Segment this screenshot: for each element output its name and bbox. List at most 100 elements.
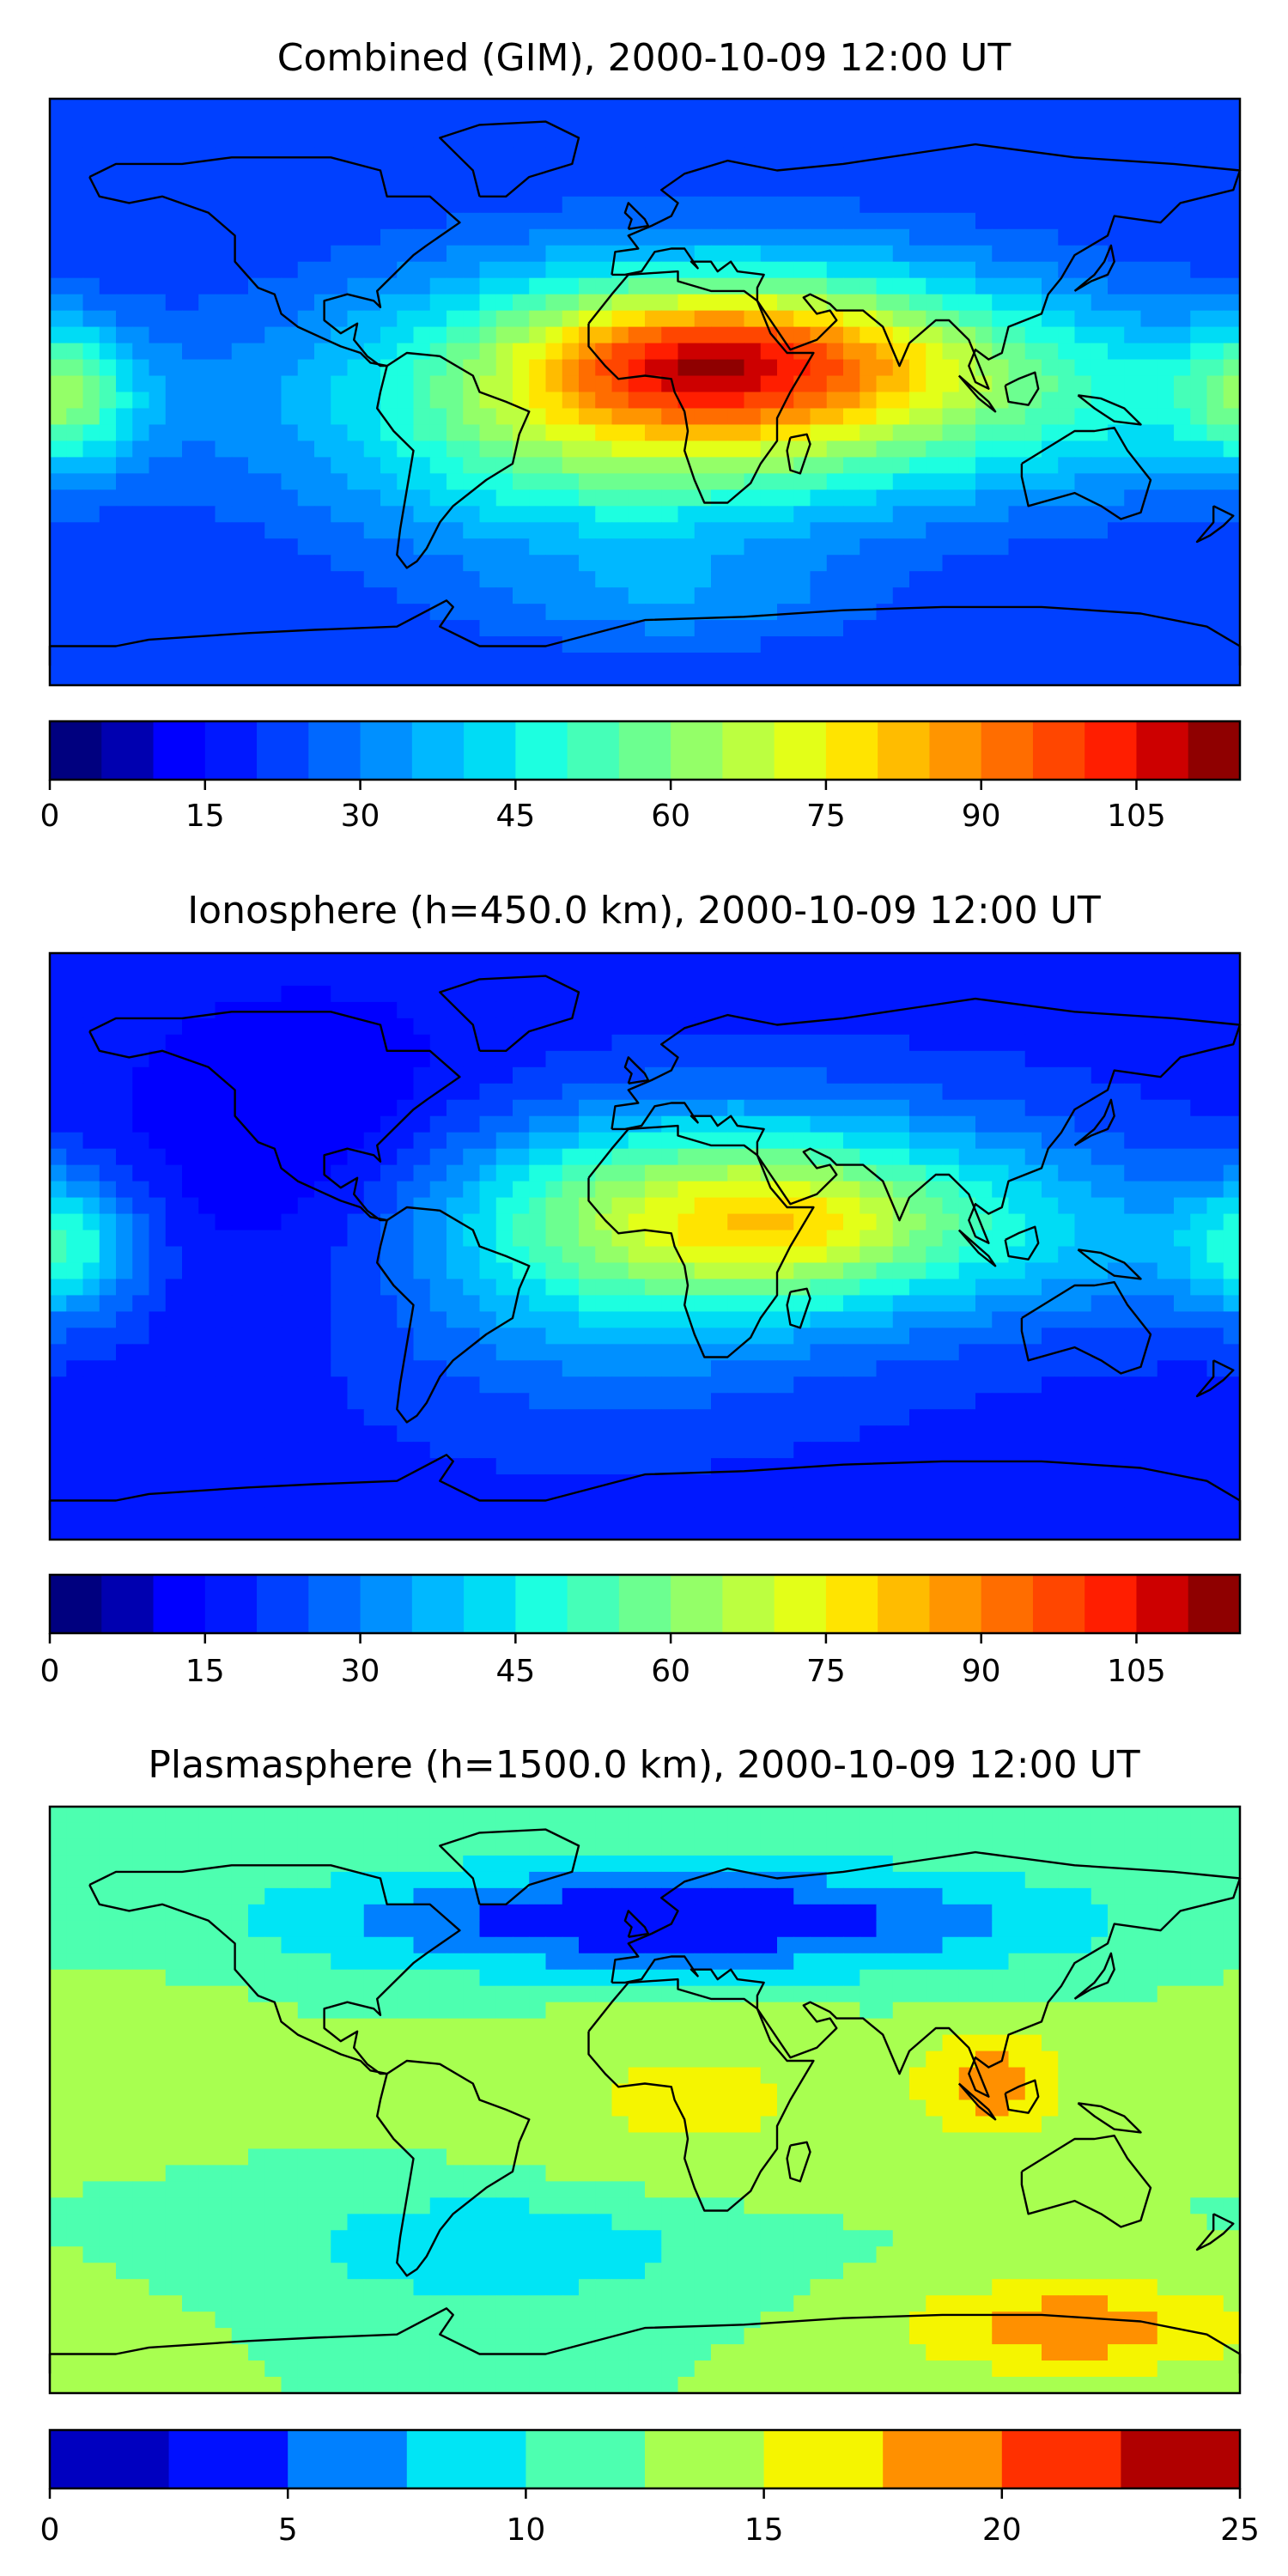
heatmap-cell bbox=[843, 1230, 860, 1248]
heatmap-cell bbox=[1223, 179, 1241, 197]
heatmap-cell bbox=[495, 440, 513, 458]
heatmap-cell bbox=[397, 1213, 415, 1231]
heatmap-cell bbox=[1223, 1034, 1241, 1052]
heatmap-cell bbox=[860, 424, 878, 442]
heatmap-cell bbox=[231, 953, 249, 970]
heatmap-cell bbox=[165, 538, 183, 556]
heatmap-cell bbox=[826, 1083, 844, 1101]
heatmap-cell bbox=[661, 114, 679, 132]
heatmap-cell bbox=[826, 620, 844, 637]
heatmap-cell bbox=[1140, 1213, 1158, 1231]
heatmap-cell bbox=[248, 1409, 265, 1426]
heatmap-cell bbox=[545, 1376, 563, 1394]
heatmap-cell bbox=[447, 587, 464, 605]
heatmap-cell bbox=[66, 212, 84, 230]
heatmap-cell bbox=[1042, 1181, 1059, 1199]
heatmap-cell bbox=[495, 1327, 513, 1345]
heatmap-cell bbox=[810, 1099, 828, 1117]
heatmap-cell bbox=[429, 245, 447, 263]
heatmap-cell bbox=[611, 457, 629, 474]
heatmap-cell bbox=[479, 1295, 497, 1312]
heatmap-cell bbox=[82, 1099, 100, 1117]
heatmap-cell bbox=[595, 1393, 613, 1410]
heatmap-cell bbox=[82, 1148, 100, 1166]
heatmap-cell bbox=[876, 392, 894, 410]
heatmap-cell bbox=[677, 1425, 696, 1443]
heatmap-cell bbox=[116, 1001, 133, 1019]
heatmap-cell bbox=[165, 1181, 183, 1199]
heatmap-cell bbox=[495, 1213, 513, 1231]
heatmap-cell bbox=[1206, 1409, 1224, 1426]
heatmap-cell bbox=[82, 1295, 100, 1312]
heatmap-cell bbox=[397, 408, 415, 426]
heatmap-cell bbox=[1140, 294, 1158, 312]
heatmap-cell bbox=[1206, 457, 1224, 474]
heatmap-cell bbox=[1157, 294, 1175, 312]
heatmap-cell bbox=[1108, 953, 1125, 970]
heatmap-cell bbox=[331, 1376, 349, 1394]
heatmap-cell bbox=[380, 1164, 398, 1182]
heatmap-cell bbox=[876, 1115, 894, 1133]
heatmap-cell bbox=[926, 277, 944, 295]
heatmap-cell bbox=[760, 261, 778, 279]
heatmap-cell bbox=[975, 1409, 993, 1426]
heatmap-cell bbox=[1024, 1066, 1042, 1084]
heatmap-cell bbox=[314, 163, 331, 181]
heatmap-cell bbox=[876, 375, 894, 393]
heatmap-cell bbox=[711, 506, 728, 523]
coastline bbox=[786, 433, 811, 475]
heatmap-cell bbox=[860, 669, 878, 686]
heatmap-cell bbox=[760, 294, 778, 312]
heatmap-cell bbox=[677, 636, 696, 653]
heatmap-cell bbox=[1058, 489, 1076, 507]
heatmap-cell bbox=[413, 1018, 431, 1036]
heatmap-cell bbox=[942, 228, 960, 246]
heatmap-cell bbox=[248, 506, 265, 523]
heatmap-cell bbox=[1042, 1344, 1059, 1361]
heatmap-cell bbox=[264, 1295, 283, 1312]
heatmap-cell bbox=[1108, 1001, 1125, 1019]
heatmap-cell bbox=[495, 571, 513, 588]
heatmap-cell bbox=[645, 538, 662, 556]
heatmap-cell bbox=[116, 1034, 133, 1052]
heatmap-cell bbox=[744, 196, 762, 214]
heatmap-cell bbox=[579, 473, 596, 490]
heatmap-cell bbox=[1024, 1083, 1042, 1101]
heatmap-cell bbox=[248, 636, 265, 653]
heatmap-cell bbox=[909, 114, 927, 132]
heatmap-cell bbox=[661, 212, 679, 230]
heatmap-cell bbox=[149, 310, 167, 328]
heatmap-cell bbox=[760, 1066, 778, 1084]
heatmap-cell bbox=[677, 1164, 696, 1182]
heatmap-cell bbox=[1223, 969, 1241, 987]
heatmap-cell bbox=[82, 669, 100, 686]
heatmap-cell bbox=[513, 375, 530, 393]
heatmap-cell bbox=[876, 636, 894, 653]
heatmap-cell bbox=[182, 1393, 199, 1410]
heatmap-cell bbox=[1108, 163, 1125, 181]
heatmap-cell bbox=[132, 538, 150, 556]
heatmap-cell bbox=[1042, 1083, 1059, 1101]
heatmap-cell bbox=[860, 114, 878, 132]
heatmap-cell bbox=[198, 489, 216, 507]
heatmap-cell bbox=[876, 1360, 894, 1377]
heatmap-cell bbox=[628, 457, 646, 474]
heatmap-cell bbox=[926, 1213, 944, 1231]
heatmap-cell bbox=[363, 522, 381, 539]
heatmap-cell bbox=[1157, 1262, 1175, 1280]
heatmap-cell bbox=[297, 1360, 315, 1377]
colorbar-tick-label: 90 bbox=[962, 799, 1001, 834]
heatmap-cell bbox=[1091, 212, 1109, 230]
heatmap-cell bbox=[628, 424, 646, 442]
heatmap-cell bbox=[347, 99, 365, 116]
heatmap-cell bbox=[182, 1442, 199, 1459]
heatmap-cell bbox=[429, 440, 447, 458]
heatmap-cell bbox=[843, 1132, 860, 1150]
heatmap-cell bbox=[99, 1050, 117, 1068]
heatmap-cell bbox=[82, 359, 100, 377]
heatmap-cell bbox=[1024, 1132, 1042, 1150]
heatmap-cell bbox=[463, 1246, 481, 1264]
heatmap-cell bbox=[595, 555, 613, 572]
heatmap-cell bbox=[1124, 359, 1142, 377]
heatmap-cell bbox=[413, 1474, 431, 1492]
